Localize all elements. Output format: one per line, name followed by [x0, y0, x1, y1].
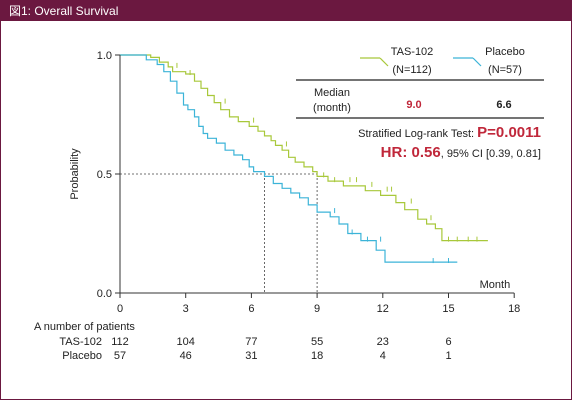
survival-curves	[120, 54, 488, 264]
median-guides	[120, 173, 318, 293]
series-line-tas-102	[120, 54, 488, 242]
y-tick-label: 0.5	[97, 169, 112, 181]
risk-row-label: Placebo	[62, 350, 102, 362]
risk-count: 1	[445, 350, 451, 362]
median-label-line1: Median	[314, 87, 350, 99]
hr-annotation: HR: 0.56, 95% CI [0.39, 0.81]	[381, 144, 541, 161]
x-tick-label: 9	[314, 303, 320, 315]
risk-count: 57	[114, 350, 126, 362]
legend-count: (N=57)	[488, 64, 522, 76]
legend: TAS-102 (N=112) Placebo (N=57)	[360, 46, 525, 76]
risk-count: 31	[245, 350, 257, 362]
statistics-annotation: Stratified Log-rank Test: P=0.0011 HR: 0.…	[358, 124, 541, 161]
risk-count: 23	[377, 336, 389, 348]
risk-row-label: TAS-102	[59, 336, 102, 348]
risk-count: 55	[311, 336, 323, 348]
axes: 0.0 0.5 1.0 0 3 6 9 12 15 18 Month Probability	[69, 50, 520, 315]
figure-header: 図1: Overall Survival	[1, 1, 571, 21]
y-tick-label: 1.0	[97, 50, 112, 62]
risk-count: 77	[245, 336, 257, 348]
x-axis-label: Month	[480, 279, 511, 291]
median-value-placebo: 6.6	[496, 99, 511, 111]
figure-title: 図1: Overall Survival	[9, 4, 119, 18]
y-tick-label: 0.0	[97, 288, 112, 300]
x-tick-label: 0	[117, 303, 123, 315]
risk-table: A number of patients TAS-102 112 104 77 55 23 6…	[34, 321, 452, 362]
risk-count: 18	[311, 350, 323, 362]
legend-swatch-tick	[472, 57, 482, 67]
legend-label: Placebo	[485, 46, 525, 58]
risk-table-title: A number of patients	[34, 321, 135, 333]
risk-count: 6	[445, 336, 451, 348]
legend-swatch-tick	[379, 57, 389, 67]
y-axis-label: Probability	[69, 148, 81, 200]
x-tick-label: 15	[442, 303, 454, 315]
x-tick-label: 12	[377, 303, 389, 315]
median-value-tas: 9.0	[406, 99, 421, 111]
logrank-annotation: Stratified Log-rank Test: P=0.0011	[358, 124, 541, 141]
logrank-p-value: P=0.0011	[477, 124, 541, 141]
logrank-prefix: Stratified Log-rank Test:	[358, 128, 477, 140]
hr-ci: , 95% CI [0.39, 0.81]	[441, 148, 541, 160]
risk-count: 4	[380, 350, 386, 362]
hr-value: HR: 0.56	[381, 144, 441, 161]
x-tick-label: 18	[508, 303, 520, 315]
legend-count: (N=112)	[392, 64, 431, 76]
x-tick-label: 6	[248, 303, 254, 315]
x-tick-label: 3	[183, 303, 189, 315]
risk-count: 46	[180, 350, 192, 362]
legend-label: TAS-102	[391, 46, 434, 58]
series-line-placebo	[120, 54, 458, 263]
median-label-line2: (month)	[313, 102, 351, 114]
risk-count: 104	[177, 336, 195, 348]
risk-count: 112	[111, 336, 129, 348]
median-table: Median (month) 9.0 6.6	[296, 79, 544, 119]
